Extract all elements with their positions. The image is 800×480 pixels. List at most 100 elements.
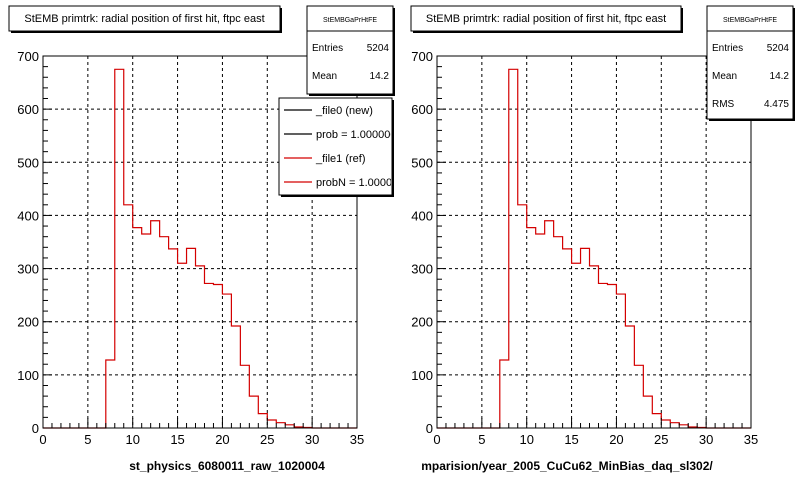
histogram-bin <box>196 266 205 428</box>
legend-box <box>278 97 393 196</box>
stats-value: 4.475 <box>764 99 789 110</box>
legend-label: probN = 1.000000 <box>316 177 404 189</box>
x-tick-label: 30 <box>305 432 319 447</box>
histogram-bin <box>563 249 572 428</box>
histogram-bin <box>276 423 285 428</box>
histogram-bin <box>554 237 563 428</box>
y-tick-label: 300 <box>17 262 39 277</box>
y-tick-label: 200 <box>411 315 433 330</box>
histogram-bin <box>616 294 625 428</box>
y-tick-label: 600 <box>17 102 39 117</box>
plot-frame <box>436 55 752 429</box>
x-tick-label: 30 <box>699 432 713 447</box>
histogram-bin <box>115 69 124 428</box>
x-tick-label: 20 <box>215 432 229 447</box>
title-box <box>410 5 682 32</box>
plot-frame <box>42 55 358 429</box>
histogram-bin <box>527 228 536 428</box>
histogram-bin <box>249 396 258 428</box>
y-tick-label: 200 <box>17 315 39 330</box>
histogram-bin <box>267 420 276 428</box>
legend: _file0 (new) prob = 1.000000 _file1 (ref) p… <box>284 105 404 189</box>
histogram-bin <box>500 360 509 428</box>
histogram-bin <box>652 414 661 428</box>
histogram-bin <box>133 228 142 428</box>
histogram-bin <box>169 249 178 428</box>
histogram-bin <box>231 326 240 428</box>
x-tick-label: 10 <box>519 432 533 447</box>
stats-label: Mean <box>312 71 337 82</box>
histogram-bin <box>590 266 599 428</box>
y-tick-label: 600 <box>411 102 433 117</box>
histogram-bin <box>536 234 545 428</box>
stats-name: StEMBGaPrHtFE <box>723 17 777 24</box>
stats-name: StEMBGaPrHtFE <box>323 17 377 24</box>
y-tick-label: 700 <box>17 49 39 64</box>
stats-label: RMS <box>712 99 735 110</box>
legend-label: prob = 1.000000 <box>316 129 396 141</box>
y-tick-label: 100 <box>411 368 433 383</box>
y-tick-label: 0 <box>32 421 39 436</box>
stats-box <box>306 5 394 95</box>
x-tick-label: 25 <box>654 432 668 447</box>
stats-value: 5204 <box>367 43 390 54</box>
histogram-bin <box>258 414 267 428</box>
y-tick-label: 0 <box>426 421 433 436</box>
y-tick-label: 300 <box>411 262 433 277</box>
histogram-bin <box>509 69 518 428</box>
footer-right-label: mparision/year_2005_CuCu62_MinBias_daq_s… <box>421 459 713 473</box>
title-box <box>8 5 281 32</box>
y-tick-label: 500 <box>411 155 433 170</box>
histogram-bin <box>581 248 590 428</box>
x-tick-label: 25 <box>260 432 274 447</box>
histogram-bin <box>142 234 151 428</box>
x-tick-label: 0 <box>433 432 440 447</box>
y-tick-label: 700 <box>411 49 433 64</box>
x-tick-label: 0 <box>39 432 46 447</box>
x-tick-label: 35 <box>744 432 758 447</box>
histogram-bin <box>213 285 222 428</box>
footer-left-label: st_physics_6080011_raw_1020004 <box>129 459 325 473</box>
histogram-bin <box>670 423 679 428</box>
histogram-bin <box>625 326 634 428</box>
stats-label: Entries <box>712 43 743 54</box>
legend-label: _file1 (ref) <box>315 153 366 165</box>
x-tick-label: 10 <box>125 432 139 447</box>
legend-label: _file0 (new) <box>315 105 373 117</box>
histogram-bin <box>160 237 169 428</box>
histogram-panel-2: 0 5 10 15 20 25 30 35 0 100 200 300 400 500 600 700 StEM… <box>410 5 795 447</box>
histogram-bin <box>607 285 616 428</box>
histogram-bin <box>545 221 554 428</box>
histogram-bin <box>572 263 581 428</box>
histogram-bin <box>643 396 652 428</box>
histogram-bin <box>106 360 115 428</box>
x-tick-label: 15 <box>170 432 184 447</box>
stats-value: 5204 <box>767 43 790 54</box>
histogram-bin <box>661 420 670 428</box>
histogram-title: StEMB primtrk: radial position of first … <box>426 13 666 25</box>
histogram-bin <box>204 283 213 428</box>
y-tick-label: 100 <box>17 368 39 383</box>
stats-value: 14.2 <box>370 71 390 82</box>
histogram-bin <box>222 294 231 428</box>
y-tick-label: 400 <box>411 208 433 223</box>
stats-label: Entries <box>312 43 343 54</box>
x-tick-label: 35 <box>350 432 364 447</box>
histogram-bin <box>187 248 196 428</box>
histogram-bin <box>124 205 133 428</box>
x-tick-label: 5 <box>84 432 91 447</box>
x-tick-label: 15 <box>564 432 578 447</box>
y-tick-label: 400 <box>17 208 39 223</box>
stats-value: 14.2 <box>770 71 790 82</box>
histogram-bin <box>598 283 607 428</box>
stats-label: Mean <box>712 71 737 82</box>
x-tick-label: 20 <box>609 432 623 447</box>
y-tick-label: 500 <box>17 155 39 170</box>
histogram-title: StEMB primtrk: radial position of first … <box>24 13 264 25</box>
histogram-bin <box>518 205 527 428</box>
histogram-panel-1: 0 5 10 15 20 25 30 35 0 100 200 300 400 500 600 700 StEM… <box>8 5 404 447</box>
histogram-bin <box>151 221 160 428</box>
x-tick-label: 5 <box>478 432 485 447</box>
histogram-bin <box>178 263 187 428</box>
